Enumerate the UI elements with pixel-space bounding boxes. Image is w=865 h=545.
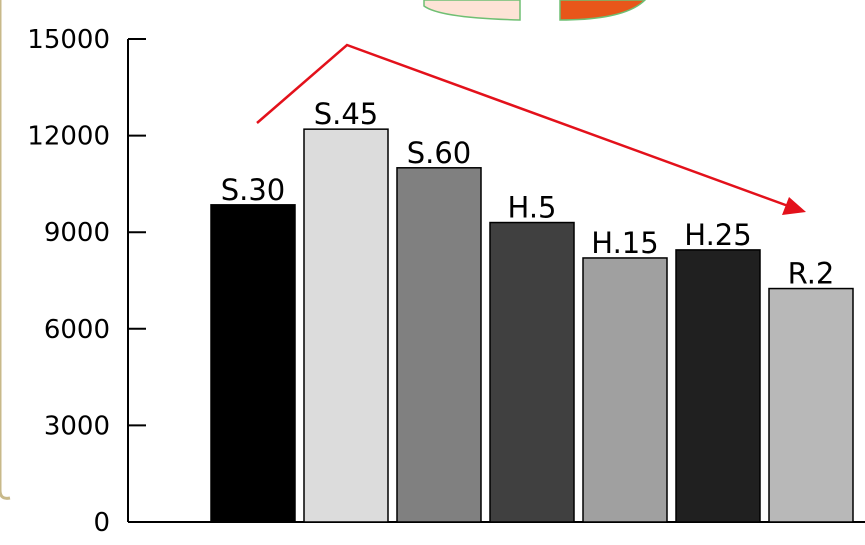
decorative-orange-shape — [559, 0, 647, 21]
y-tick-label: 6000 — [44, 315, 110, 345]
trend-arrow-line — [256, 43, 792, 209]
bar — [303, 128, 389, 523]
y-tick-label: 15000 — [27, 25, 110, 55]
bar — [582, 257, 668, 523]
y-tick-label: 9000 — [44, 218, 110, 248]
bar — [489, 221, 575, 523]
bar-labels: S.30 S.45 S.60 H.5 H.15 H.25 R.2 — [221, 97, 835, 290]
decorative-peach-shape — [423, 0, 521, 21]
bar-label: H.25 — [684, 218, 751, 252]
bar — [396, 167, 482, 523]
bar-label: R.2 — [788, 257, 835, 291]
axes: 0 3000 6000 9000 12000 15000 — [27, 25, 865, 538]
bar — [675, 249, 761, 523]
y-tick-label: 0 — [93, 508, 110, 538]
bar-label: S.30 — [221, 173, 286, 207]
bar-label: H.15 — [591, 226, 658, 260]
bar-label: S.60 — [407, 136, 472, 170]
trend-arrow-head — [782, 197, 806, 215]
bar — [768, 287, 854, 523]
trend-annotation — [256, 43, 806, 215]
y-tick-label: 3000 — [44, 411, 110, 441]
bars — [210, 128, 854, 523]
bar-label: H.5 — [508, 191, 557, 225]
decorative-left-panel — [0, 0, 11, 500]
y-tick-label: 12000 — [27, 122, 110, 152]
bar-label: S.45 — [314, 97, 379, 131]
bar — [210, 204, 296, 523]
